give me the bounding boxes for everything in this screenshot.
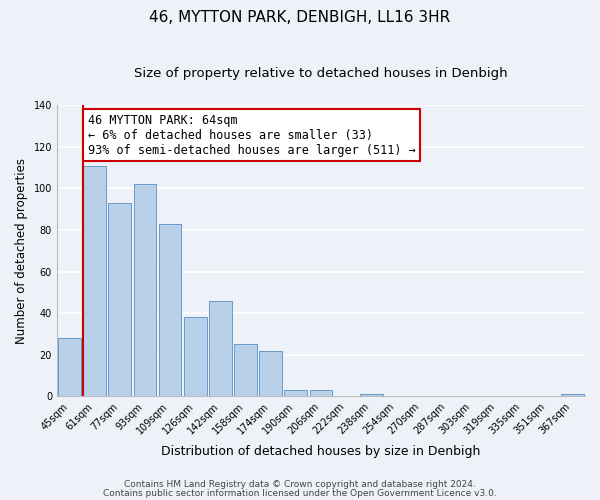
Bar [259, 350, 282, 397]
Bar [234, 344, 257, 397]
Bar [58, 338, 81, 396]
Text: 46 MYTTON PARK: 64sqm
← 6% of detached houses are smaller (33)
93% of semi-detac: 46 MYTTON PARK: 64sqm ← 6% of detached h… [88, 114, 415, 156]
Bar [284, 390, 307, 396]
Bar [561, 394, 584, 396]
Bar [360, 394, 383, 396]
Text: 46, MYTTON PARK, DENBIGH, LL16 3HR: 46, MYTTON PARK, DENBIGH, LL16 3HR [149, 10, 451, 25]
Title: Size of property relative to detached houses in Denbigh: Size of property relative to detached ho… [134, 68, 508, 80]
Bar [134, 184, 156, 396]
Bar [209, 300, 232, 396]
Y-axis label: Number of detached properties: Number of detached properties [15, 158, 28, 344]
Bar [310, 390, 332, 396]
Text: Contains public sector information licensed under the Open Government Licence v3: Contains public sector information licen… [103, 488, 497, 498]
Bar [109, 203, 131, 396]
Bar [159, 224, 181, 396]
Bar [83, 166, 106, 396]
Bar [184, 318, 206, 396]
X-axis label: Distribution of detached houses by size in Denbigh: Distribution of detached houses by size … [161, 444, 481, 458]
Text: Contains HM Land Registry data © Crown copyright and database right 2024.: Contains HM Land Registry data © Crown c… [124, 480, 476, 489]
